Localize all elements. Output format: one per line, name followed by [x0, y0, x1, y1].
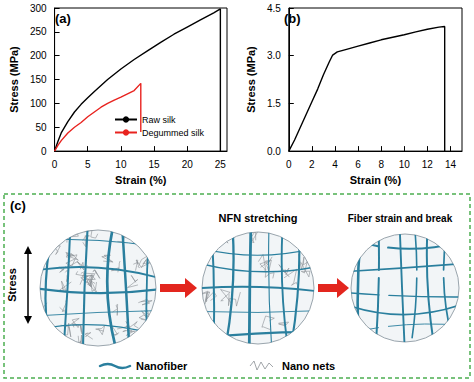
svg-text:Raw silk: Raw silk: [142, 115, 176, 125]
svg-text:Nano nets: Nano nets: [282, 360, 335, 372]
svg-text:25: 25: [215, 159, 227, 170]
svg-text:150: 150: [30, 74, 47, 85]
svg-text:Fiber strain and break: Fiber strain and break: [348, 213, 453, 224]
svg-text:(c): (c): [10, 198, 26, 213]
svg-text:50: 50: [35, 122, 47, 133]
svg-text:1.5: 1.5: [267, 98, 281, 109]
svg-text:10: 10: [399, 159, 411, 170]
svg-text:20: 20: [182, 159, 194, 170]
svg-text:Stress (MPa): Stress (MPa): [8, 46, 20, 113]
svg-text:4.5: 4.5: [267, 3, 281, 14]
svg-text:200: 200: [30, 50, 47, 61]
svg-text:12: 12: [422, 159, 434, 170]
svg-text:Strain (%): Strain (%): [115, 174, 167, 186]
svg-text:0: 0: [286, 159, 292, 170]
svg-text:Degummed silk: Degummed silk: [142, 128, 205, 138]
svg-text:Nanofiber: Nanofiber: [136, 360, 188, 372]
svg-text:100: 100: [30, 98, 47, 109]
svg-text:Stress: Stress: [6, 268, 18, 302]
svg-text:(a): (a): [55, 11, 71, 26]
svg-text:14: 14: [445, 159, 457, 170]
svg-text:4: 4: [332, 159, 338, 170]
svg-text:2: 2: [309, 159, 315, 170]
svg-text:10: 10: [115, 159, 127, 170]
svg-text:0: 0: [52, 159, 58, 170]
svg-text:6: 6: [355, 159, 361, 170]
svg-text:Stress (MPa): Stress (MPa): [245, 46, 257, 113]
svg-text:0: 0: [41, 146, 47, 157]
svg-text:0.0: 0.0: [267, 146, 281, 157]
svg-text:3.0: 3.0: [267, 50, 281, 61]
svg-text:5: 5: [85, 159, 91, 170]
svg-text:(b): (b): [284, 11, 301, 26]
svg-text:Strain (%): Strain (%): [350, 174, 402, 186]
svg-text:NFN stretching: NFN stretching: [219, 212, 298, 224]
svg-text:300: 300: [30, 3, 47, 14]
svg-text:8: 8: [378, 159, 384, 170]
svg-text:15: 15: [148, 159, 160, 170]
svg-text:250: 250: [30, 26, 47, 37]
